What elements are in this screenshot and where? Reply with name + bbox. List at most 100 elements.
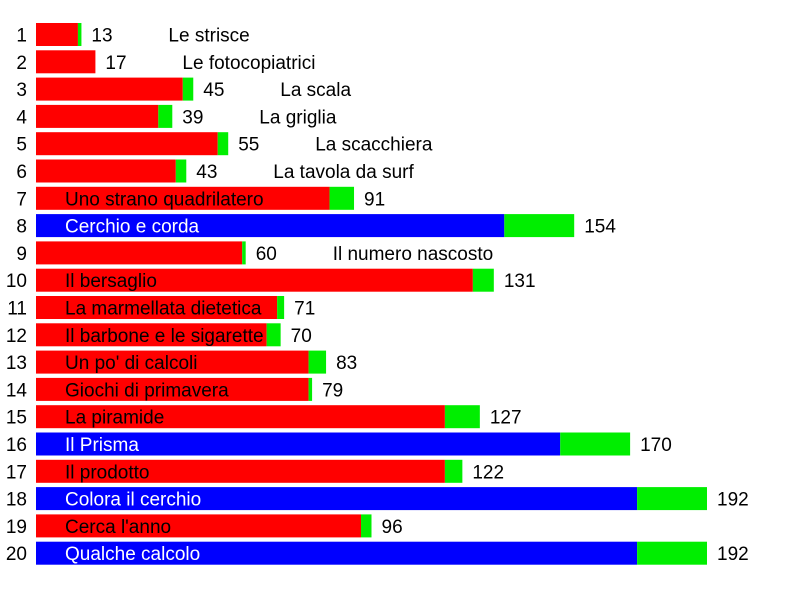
bar-label: La scacchiera <box>315 135 433 156</box>
bar-total-value: 154 <box>584 217 616 238</box>
row-index: 20 <box>6 544 27 565</box>
bar-total-value: 96 <box>382 517 403 538</box>
bar-base-segment <box>36 23 78 46</box>
bar-extra-segment <box>242 241 246 265</box>
bar-label: Colora il cerchio <box>65 490 201 511</box>
bar-base-segment <box>36 405 445 429</box>
row-index: 9 <box>16 244 27 265</box>
bar-extra-segment <box>560 432 631 456</box>
bar-total-value: 13 <box>91 26 112 47</box>
bar-base-segment <box>36 50 96 74</box>
bar-extra-segment <box>329 186 355 210</box>
bar-base-segment <box>36 159 176 183</box>
bar-extra-segment <box>308 377 313 401</box>
bar-total-value: 131 <box>504 271 536 292</box>
row-index: 15 <box>6 408 27 429</box>
bar-label: La tavola da surf <box>273 162 414 183</box>
bar-extra-segment <box>158 104 173 128</box>
bar-total-value: 170 <box>640 435 672 456</box>
bar-total-value: 71 <box>294 299 315 320</box>
row-index: 4 <box>16 107 27 128</box>
bar-label: Il barbone e le sigarette <box>65 326 264 347</box>
bar-base-segment <box>36 132 218 156</box>
bar-base-segment <box>36 241 243 265</box>
bar-extra-segment <box>77 23 82 46</box>
bar-total-value: 60 <box>256 244 277 265</box>
bar-extra-segment <box>361 514 372 538</box>
bar-base-segment <box>36 323 267 347</box>
bar-total-value: 127 <box>490 408 522 429</box>
bar-total-value: 122 <box>472 462 504 483</box>
bar-base-segment <box>36 514 362 538</box>
bar-total-value: 70 <box>291 326 312 347</box>
bar-total-value: 45 <box>203 80 224 101</box>
bar-label: Cerca l'anno <box>65 517 171 538</box>
row-index: 13 <box>6 353 27 374</box>
bar-label: Il Prisma <box>65 435 139 456</box>
row-index: 3 <box>16 80 27 101</box>
bar-total-value: 79 <box>322 380 343 401</box>
bar-total-value: 55 <box>238 135 259 156</box>
row-index: 2 <box>16 53 27 74</box>
bar-label: La marmellata dietetica <box>65 299 262 320</box>
row-index: 14 <box>6 380 28 401</box>
bar-extra-segment <box>472 268 494 292</box>
bar-extra-segment <box>637 487 707 511</box>
bar-label: La scala <box>280 80 351 101</box>
bar-label: Cerchio e corda <box>65 217 200 238</box>
bar-label: Qualche calcolo <box>65 544 200 565</box>
bar-extra-segment <box>277 296 285 319</box>
bar-label: Il bersaglio <box>65 271 157 292</box>
bar-label: Un po' di calcoli <box>65 353 197 374</box>
row-index: 10 <box>6 271 27 292</box>
bar-base-segment <box>36 77 183 101</box>
bar-extra-segment <box>444 459 463 483</box>
bar-base-segment <box>36 541 638 565</box>
bar-extra-segment <box>217 132 229 156</box>
row-index: 19 <box>6 517 27 538</box>
bar-label: Il numero nascosto <box>333 244 494 265</box>
row-index: 16 <box>6 435 27 456</box>
bar-total-value: 83 <box>336 353 357 374</box>
bar-total-value: 91 <box>364 189 385 210</box>
bar-base-segment <box>36 296 278 319</box>
bar-extra-segment <box>637 541 707 565</box>
bar-extra-segment <box>308 350 327 374</box>
bar-base-segment <box>36 104 159 128</box>
row-index: 7 <box>16 189 27 210</box>
bar-extra-segment <box>182 77 194 101</box>
bar-total-value: 39 <box>182 107 203 128</box>
bar-base-segment <box>36 459 445 483</box>
bar-base-segment <box>36 350 309 374</box>
row-index: 18 <box>6 490 27 511</box>
bar-total-value: 43 <box>196 162 217 183</box>
row-index: 11 <box>7 299 27 320</box>
bar-label: Le fotocopiatrici <box>182 53 315 74</box>
row-index: 8 <box>16 217 27 238</box>
row-index: 1 <box>16 26 27 47</box>
bar-label: Il prodotto <box>65 462 150 483</box>
bar-base-segment <box>36 186 330 210</box>
bar-extra-segment <box>175 159 187 183</box>
row-index: 5 <box>16 135 27 156</box>
bar-extra-segment <box>504 214 575 238</box>
bar-extra-segment <box>266 323 281 347</box>
row-index: 12 <box>6 326 27 347</box>
bar-base-segment <box>36 487 638 511</box>
bar-total-value: 17 <box>105 53 126 74</box>
row-index: 6 <box>16 162 27 183</box>
bar-total-value: 192 <box>717 544 749 565</box>
bar-label: Uno strano quadrilatero <box>65 189 264 210</box>
bar-label: La griglia <box>259 107 337 128</box>
row-index: 17 <box>6 462 27 483</box>
bar-label: Le strisce <box>168 26 249 47</box>
bar-base-segment <box>36 377 309 401</box>
bar-extra-segment <box>444 405 480 429</box>
bar-base-segment <box>36 268 473 292</box>
bar-label: La piramide <box>65 408 164 429</box>
bar-base-segment <box>36 214 505 238</box>
bar-total-value: 192 <box>717 490 749 511</box>
bar-base-segment <box>36 432 561 456</box>
bar-label: Giochi di primavera <box>65 380 229 401</box>
